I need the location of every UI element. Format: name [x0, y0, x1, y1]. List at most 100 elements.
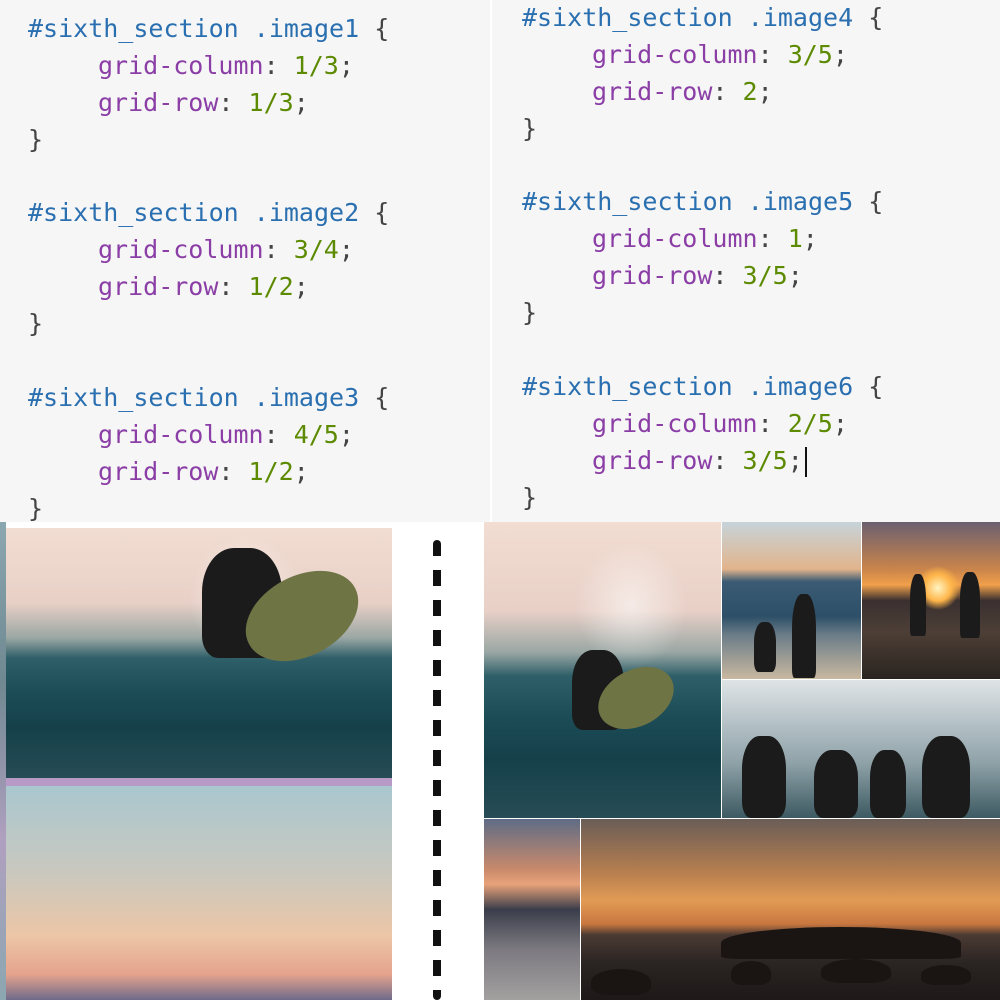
semicolon: ;	[293, 272, 309, 302]
selector: #sixth_section .image5	[522, 187, 854, 217]
value: 2/5	[787, 408, 833, 438]
value: 3/5	[742, 445, 788, 475]
value: 2	[742, 76, 758, 106]
brace-close: }	[522, 113, 538, 143]
brace-close: }	[522, 482, 538, 512]
brace-close: }	[522, 298, 538, 328]
property: grid-column	[592, 39, 758, 69]
photo-border-band	[6, 778, 392, 786]
grid-image5	[484, 819, 580, 1000]
semicolon: ;	[338, 50, 354, 80]
value: 1	[787, 224, 803, 254]
semicolon: ;	[757, 76, 773, 106]
semicolon: ;	[832, 408, 848, 438]
surfer-figure	[754, 622, 776, 672]
value: 3/4	[293, 235, 339, 265]
value: 4/5	[293, 419, 339, 449]
value: 1/2	[248, 272, 294, 302]
css-rule-image3: #sixth_section .image3 { grid-column: 4/…	[28, 380, 490, 528]
semicolon: ;	[338, 419, 354, 449]
colon: :	[263, 50, 294, 80]
css-rule-image4: #sixth_section .image4 { grid-column: 3/…	[522, 0, 1000, 148]
selector: #sixth_section .image3	[28, 382, 360, 412]
property: grid-column	[98, 50, 264, 80]
colon: :	[712, 261, 743, 291]
colon: :	[218, 87, 249, 117]
colon: :	[263, 235, 294, 265]
selector: #sixth_section .image1	[28, 14, 360, 43]
selector: #sixth_section .image6	[522, 371, 854, 401]
rock	[921, 965, 971, 985]
semicolon: ;	[832, 39, 848, 69]
rock	[731, 961, 771, 985]
property: grid-row	[98, 272, 219, 302]
semicolon: ;	[787, 261, 803, 291]
brace-open: {	[853, 3, 884, 32]
colon: :	[712, 76, 743, 106]
rock	[821, 959, 891, 983]
grid-image6	[581, 819, 1000, 1000]
headland	[721, 927, 961, 959]
brace-close: }	[28, 309, 44, 339]
grid-image1	[484, 522, 721, 818]
property: grid-row	[592, 261, 713, 291]
semicolon: ;	[338, 235, 354, 265]
surfer-photo-before	[6, 528, 392, 778]
colon: :	[263, 419, 294, 449]
value: 3/5	[787, 39, 833, 69]
brace-close: }	[28, 124, 44, 154]
sky-photo-before	[6, 786, 392, 1000]
surfer-figure	[792, 594, 816, 678]
surfer-figure	[870, 750, 906, 818]
surfer-figure	[742, 736, 786, 818]
colon: :	[712, 445, 743, 475]
selector: #sixth_section .image2	[28, 198, 360, 228]
property: grid-row	[98, 87, 219, 117]
semicolon: ;	[293, 456, 309, 486]
value: 3/5	[742, 261, 788, 291]
css-rule-image6: #sixth_section .image6 { grid-column: 2/…	[522, 369, 1000, 517]
property: grid-row	[98, 456, 219, 486]
value: 1/3	[293, 50, 339, 80]
colon: :	[757, 408, 788, 438]
grid-image3	[862, 522, 1000, 679]
css-rule-image2: #sixth_section .image2 { grid-column: 3/…	[28, 195, 490, 343]
brace-open: {	[359, 14, 390, 43]
property: grid-row	[592, 76, 713, 106]
photo-edge-strip	[0, 522, 6, 1000]
value: 1/2	[248, 456, 294, 486]
surfer-figure	[922, 736, 970, 818]
brace-open: {	[853, 371, 884, 401]
brace-open: {	[359, 198, 390, 228]
brace-open: {	[853, 187, 884, 217]
semicolon: ;	[802, 224, 818, 254]
property: grid-column	[592, 224, 758, 254]
property: grid-column	[592, 408, 758, 438]
brace-open: {	[359, 382, 390, 412]
property: grid-row	[592, 445, 713, 475]
surfer-figure	[814, 750, 858, 818]
text-cursor	[804, 446, 807, 477]
code-panel-right[interactable]: #sixth_section .image4 { grid-column: 3/…	[492, 0, 1000, 522]
colon: :	[757, 39, 788, 69]
dashed-separator	[433, 540, 441, 1000]
value: 1/3	[248, 87, 294, 117]
colon: :	[218, 272, 249, 302]
property: grid-column	[98, 235, 264, 265]
css-rule-image1: #sixth_section .image1 { grid-column: 1/…	[28, 11, 490, 159]
selector: #sixth_section .image4	[522, 3, 854, 32]
grid-image2	[722, 522, 861, 679]
rock	[591, 969, 651, 995]
colon: :	[218, 456, 249, 486]
brace-close: }	[28, 493, 44, 523]
semicolon: ;	[787, 445, 803, 475]
surfer-figure	[960, 572, 980, 638]
css-rule-image5: #sixth_section .image5 { grid-column: 1;…	[522, 184, 1000, 332]
panel-divider	[490, 0, 492, 522]
grid-image4	[722, 680, 1000, 818]
code-panel-left[interactable]: #sixth_section .image1 { grid-column: 1/…	[0, 0, 490, 523]
semicolon: ;	[293, 87, 309, 117]
property: grid-column	[98, 419, 264, 449]
colon: :	[757, 224, 788, 254]
surfer-figure	[910, 574, 926, 636]
